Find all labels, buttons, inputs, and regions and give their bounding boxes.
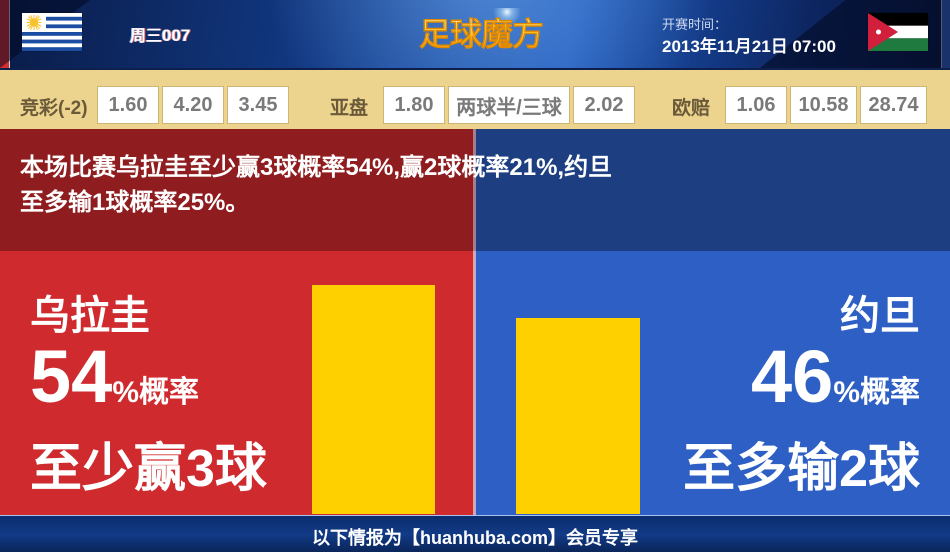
- svg-text:足球魔方: 足球魔方: [419, 16, 543, 52]
